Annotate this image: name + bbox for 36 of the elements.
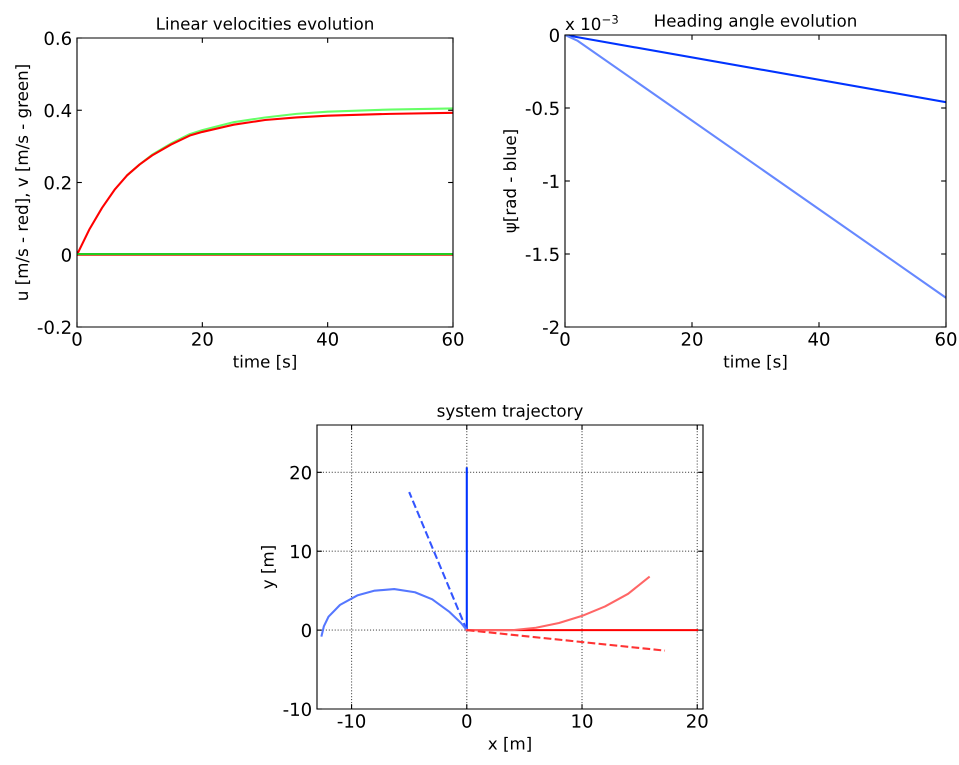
y-tick-label: 0	[550, 28, 559, 42]
y-axis-title: u [m/s - red], v [m/s - green]	[15, 65, 32, 300]
chart-title: Heading angle evolution	[655, 14, 856, 30]
x-axis-title: time [s]	[724, 354, 786, 370]
x-tick-label: 0	[560, 332, 570, 346]
x-tick-label: 60	[442, 332, 464, 346]
x-axis-title: x [m]	[488, 736, 531, 752]
y-tick-label: 0	[62, 248, 71, 262]
x-tick-label: 0	[462, 714, 472, 728]
y-tick-label: 20	[290, 466, 311, 480]
x-tick-label: 20	[682, 332, 702, 346]
text: x 10$^{−3}$	[565, 14, 618, 30]
x-tick-label: 10	[572, 714, 592, 728]
chart-title: system trajectory	[438, 404, 583, 420]
x-tick-label: -10	[338, 714, 366, 728]
y-tick-label: -1.5	[526, 248, 559, 262]
y-axis-title: ψ[rad - blue]	[503, 130, 520, 232]
y-tick-label: 0.4	[44, 104, 72, 118]
x-tick-label: 0	[72, 332, 82, 346]
y-tick-label: 0.2	[44, 176, 70, 190]
y-tick-label: 0.6	[44, 31, 72, 46]
chart-title: Linear velocities evolution	[157, 17, 373, 30]
x-tick-label: 40	[317, 332, 338, 346]
y-tick-label: -0.2	[38, 320, 70, 334]
y-tick-label: -1	[543, 174, 558, 188]
x-tick-label: 40	[808, 332, 830, 346]
x-tick-label: 20	[687, 714, 708, 728]
y-tick-label: -10	[284, 702, 311, 716]
y-tick-label: -0.5	[526, 101, 559, 116]
x-axis-title: time [s]	[233, 354, 296, 370]
x-tick-label: 20	[192, 332, 213, 346]
y-axis-title: y [m]	[260, 546, 278, 589]
y-tick-label: 0	[302, 624, 311, 638]
y-tick-label: -2	[543, 320, 558, 334]
y-tick-label: 10	[291, 544, 311, 558]
x-tick-label: 60	[936, 332, 956, 346]
